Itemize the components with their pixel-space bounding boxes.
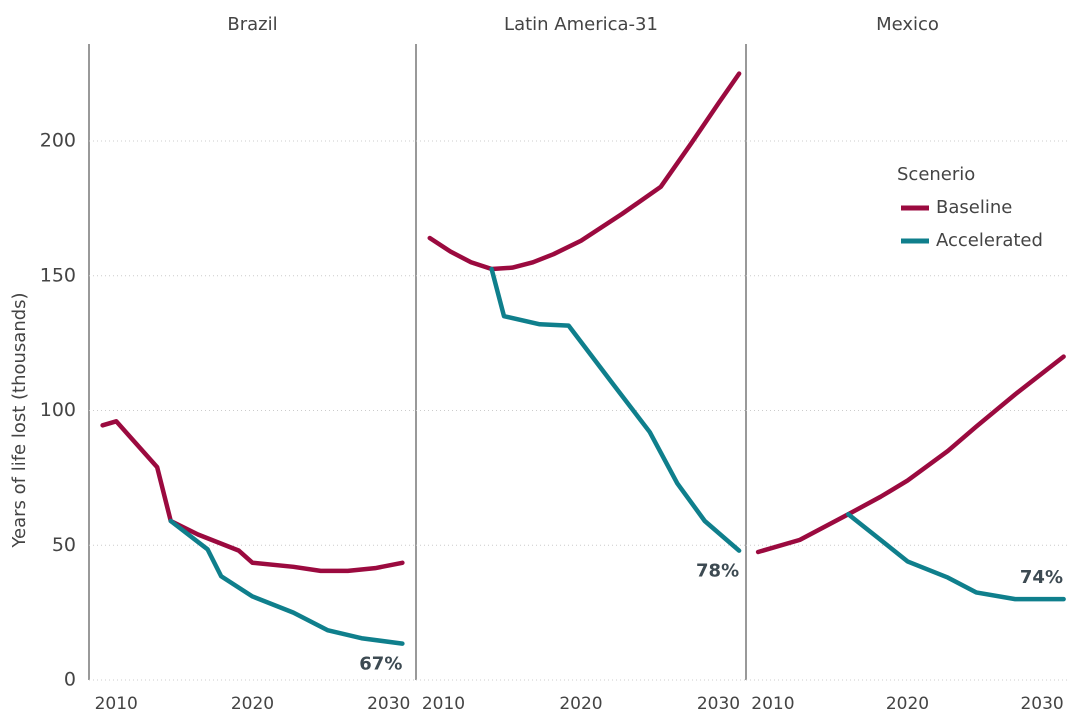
x-tick-label: 2020 [886,694,929,713]
y-tick-label: 100 [40,399,76,421]
end-label: 74% [1020,567,1063,588]
panel-title: Brazil [227,14,277,35]
x-tick-label: 2030 [697,694,740,713]
x-tick-label: 2030 [367,694,410,713]
y-tick-label: 0 [64,669,76,691]
panel-title: Mexico [876,14,939,35]
end-label: 67% [359,654,402,675]
y-tick-label: 200 [40,130,76,152]
series-line [168,518,405,646]
series-line [100,419,405,574]
series-line [427,71,742,272]
series-line [846,512,1066,602]
panel-title: Latin America-31 [504,14,658,35]
x-tick-label: 2020 [231,694,274,713]
x-tick-label: 2020 [559,694,602,713]
x-tick-label: 2030 [1020,694,1063,713]
y-tick-label: 50 [52,534,76,556]
x-tick-label: 2010 [751,694,794,713]
legend-label: Accelerated [936,230,1043,251]
end-label: 78% [696,561,739,582]
x-tick-label: 2010 [422,694,465,713]
legend-label: Baseline [936,197,1012,218]
series-line [489,266,742,553]
x-tick-label: 2010 [95,694,138,713]
y-axis-label: Years of life lost (thousands) [9,292,30,548]
series-line [755,354,1066,555]
legend-title: Scenerio [897,164,975,185]
y-tick-label: 150 [40,264,76,286]
